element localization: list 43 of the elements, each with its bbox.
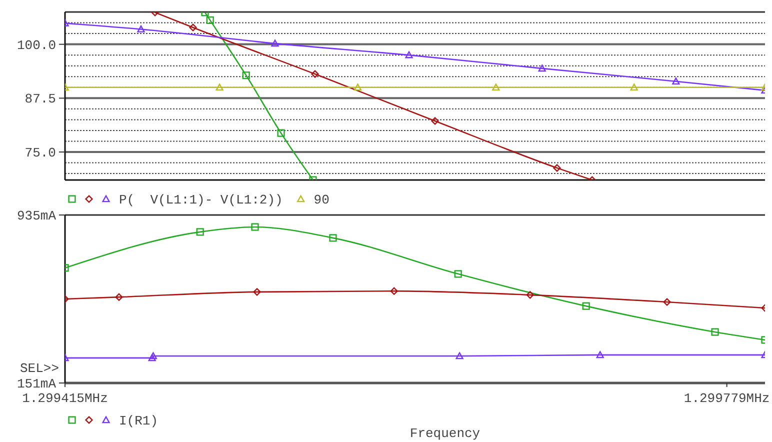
point	[454, 270, 462, 278]
point	[216, 84, 224, 91]
point	[553, 164, 561, 172]
point	[196, 228, 204, 236]
x-tick-label: 1.299779MHz	[684, 391, 770, 406]
y-tick-label: 935mA	[16, 208, 56, 224]
point	[492, 84, 500, 91]
point	[538, 64, 546, 72]
point	[663, 298, 671, 306]
x-axis-title: Frequency	[410, 426, 480, 441]
point	[329, 234, 337, 242]
point	[311, 70, 319, 78]
point	[431, 117, 439, 125]
point	[242, 72, 250, 80]
point	[630, 84, 638, 91]
y-tick-label: 75.0	[24, 146, 56, 160]
point	[456, 352, 464, 360]
x-tick-label: 1.299415MHz	[22, 391, 108, 406]
point	[596, 351, 604, 358]
y-tick-label: 151mA	[16, 376, 56, 392]
point	[137, 25, 145, 32]
point	[271, 40, 279, 47]
point	[149, 352, 157, 360]
point	[390, 287, 398, 295]
point	[148, 354, 156, 362]
point	[582, 302, 590, 310]
point	[115, 293, 123, 301]
point	[711, 328, 719, 336]
point	[189, 24, 197, 32]
point	[251, 223, 259, 231]
legend-label: 90	[314, 192, 330, 208]
y-tick-label: 87.5	[24, 92, 56, 107]
point	[526, 291, 534, 299]
point	[672, 78, 680, 85]
point	[405, 51, 413, 58]
legend-label: I(R1)	[119, 414, 158, 428]
point	[277, 129, 285, 137]
point	[253, 288, 261, 296]
legend-label: P( V(L1:1)- V(L1:2))	[119, 192, 283, 208]
y-tick-label: 100.0	[16, 38, 56, 53]
point	[354, 84, 362, 91]
point	[206, 16, 214, 24]
text: SEL>>	[20, 361, 60, 376]
